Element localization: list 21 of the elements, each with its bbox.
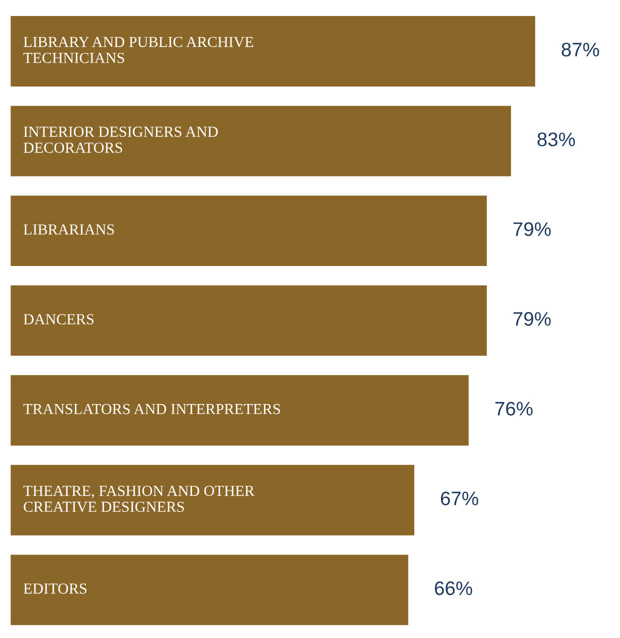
y-tick-label: EDITORS: [24, 583, 86, 594]
bar: [10, 14, 537, 88]
bar: [10, 374, 470, 447]
data-label: 76%: [495, 402, 533, 416]
y-tick-label: DANCERS: [24, 314, 94, 324]
data-label: 83%: [538, 132, 575, 146]
bar: [10, 464, 416, 537]
bar: [10, 194, 488, 268]
y-tick-label: THEATRE, FASHION AND OTHER CREATIVE DESIGNERS: [23, 486, 255, 512]
y-tick-label: LIBRARY AND PUBLIC ARCHIVE TECHNICIANS: [23, 36, 254, 64]
data-label: 79%: [514, 222, 551, 236]
data-label: 87%: [562, 42, 600, 56]
bar: [10, 104, 512, 178]
bar: [10, 553, 410, 627]
y-tick-label: LIBRARIANS: [24, 224, 114, 235]
data-label: 66%: [434, 581, 472, 596]
bar: [10, 284, 488, 358]
y-tick-label: INTERIOR DESIGNERS AND DECORATORS: [24, 126, 218, 153]
data-label: 67%: [440, 492, 478, 506]
data-label: 79%: [514, 312, 551, 326]
y-tick-label: TRANSLATORS AND INTERPRETERS: [23, 404, 280, 414]
